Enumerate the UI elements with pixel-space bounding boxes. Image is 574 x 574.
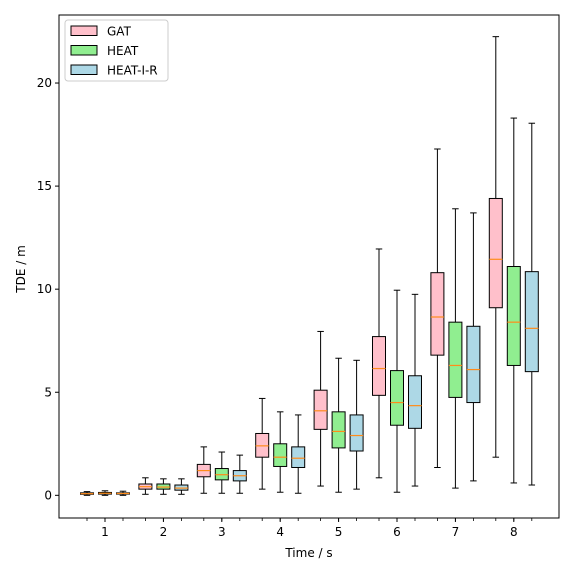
y-tick-label: 20 [37, 76, 52, 90]
x-axis-label: Time / s [284, 546, 332, 560]
box-iqr [349, 414, 364, 452]
box-iqr [331, 411, 346, 449]
box [524, 122, 539, 486]
y-tick-label: 10 [37, 282, 52, 296]
box [116, 490, 130, 496]
x-tick-label: 8 [510, 525, 518, 539]
plot-frame [58, 14, 560, 519]
box [331, 357, 346, 493]
box [430, 148, 445, 468]
x-tick-label: 1 [101, 525, 109, 539]
box [174, 478, 189, 495]
box [156, 478, 171, 495]
box [349, 359, 364, 490]
box [138, 477, 153, 495]
box [273, 411, 288, 493]
series-heat [98, 117, 521, 496]
box-iqr [448, 321, 463, 398]
x-tick-label: 6 [393, 525, 401, 539]
box [214, 451, 229, 494]
series-gat [80, 36, 503, 496]
box [466, 212, 481, 482]
x-tick-label: 7 [452, 525, 460, 539]
box [313, 330, 328, 487]
box [232, 454, 247, 494]
series-heat-i-r [116, 122, 539, 496]
box [255, 397, 270, 490]
box [80, 491, 94, 496]
box-iqr [372, 336, 386, 396]
y-axis: 0 5 10 15 20 [37, 76, 59, 502]
box [488, 36, 503, 458]
x-tick-label: 4 [276, 525, 284, 539]
box-iqr [488, 197, 503, 309]
box [291, 414, 306, 494]
legend-swatch [70, 25, 98, 36]
box [506, 117, 521, 484]
box-iqr [466, 325, 481, 404]
plot-area [80, 36, 539, 496]
y-tick-label: 0 [44, 488, 52, 502]
box-iqr [506, 266, 521, 366]
box [408, 293, 422, 487]
box-iqr [390, 370, 404, 426]
box [448, 208, 463, 489]
legend: GAT HEAT HEAT-I-R [64, 19, 169, 82]
box-iqr [313, 389, 328, 430]
box-iqr [291, 446, 306, 468]
box-iqr [524, 271, 539, 373]
box-iqr [430, 272, 445, 356]
box-iqr [273, 443, 288, 467]
box [390, 289, 404, 493]
y-tick-label: 5 [44, 385, 52, 399]
box [98, 490, 112, 496]
legend-label: GAT [107, 25, 132, 39]
legend-swatch [70, 45, 98, 56]
box [196, 446, 211, 494]
legend-swatch [70, 64, 98, 75]
legend-label: HEAT [107, 44, 139, 58]
x-tick-label: 2 [160, 525, 168, 539]
y-axis-label: TDE / m [14, 245, 28, 294]
box-iqr [408, 375, 422, 429]
x-tick-label: 5 [335, 525, 343, 539]
legend-label: HEAT-I-R [107, 64, 158, 78]
box [372, 248, 386, 479]
x-tick-label: 3 [218, 525, 226, 539]
y-tick-label: 15 [37, 179, 52, 193]
